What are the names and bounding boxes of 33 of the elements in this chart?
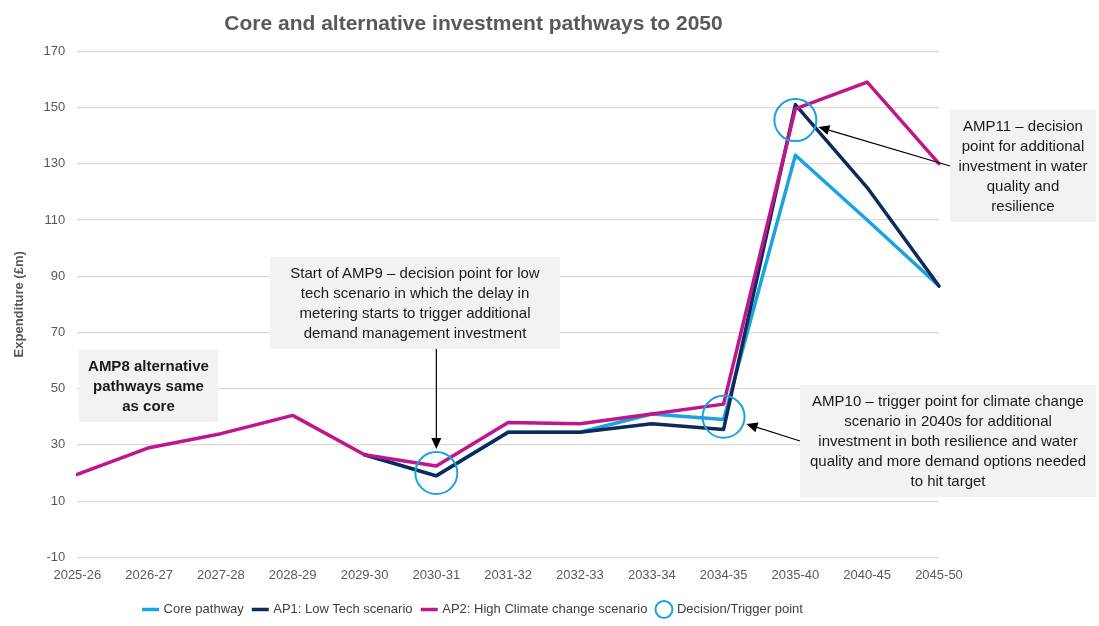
x-tick-label: 2025-26: [53, 566, 102, 582]
x-tick-label: 2032-33: [556, 566, 604, 582]
legend-label: Core pathway: [163, 601, 245, 617]
y-tick-label: 10: [50, 492, 66, 508]
y-tick-label: 70: [50, 324, 66, 339]
y-tick-label: 50: [50, 380, 66, 396]
y-tick-label: -10: [46, 548, 66, 564]
x-tick-label: 2033-34: [627, 566, 676, 582]
annotation: AMP8 alternative pathways same as core: [79, 350, 218, 422]
x-tick-label: 2045-50: [915, 566, 963, 582]
x-tick-label: 2026-27: [125, 566, 173, 582]
y-tick-label: 30: [50, 436, 66, 452]
x-tick-label: 2031-32: [484, 566, 532, 582]
x-tick-label: 2027-28: [197, 566, 245, 582]
legend-label: Decision/Trigger point: [676, 601, 804, 617]
y-tick-label: 130: [43, 155, 66, 171]
annotation: Start of AMP9 – decision point for low tech scenario in which the delay in metering starts to trigger additional demand management investment: [270, 257, 560, 349]
text: AMP11 – decision point for additional investment in water quality and resilience: [950, 110, 1096, 222]
annotation: AMP10 – trigger point for climate change scenario in 2040s for additional investment in both resilience and water quality and more demand options needed to hit target: [800, 385, 1096, 497]
x-tick-label: 2035-40: [771, 566, 820, 582]
y-tick-label: 110: [44, 211, 66, 227]
x-tick-label: 2030-31: [412, 566, 461, 582]
x-tick-label: 2040-45: [843, 566, 892, 582]
chart-title: Core and alternative investment pathways to 2050: [224, 11, 723, 35]
x-tick-label: 2034-35: [699, 566, 748, 582]
legend-label: AP2: High Climate change scenario: [442, 601, 648, 617]
legend-label: AP1: Low Tech scenario: [273, 601, 413, 617]
y-tick-label: 90: [50, 267, 66, 283]
y-axis-title: Expenditure (£m): [11, 251, 27, 358]
y-tick-label: 150: [43, 99, 66, 115]
y-tick-label: 170: [43, 42, 66, 58]
x-tick-label: 2029-30: [340, 566, 389, 582]
x-tick-label: 2028-29: [268, 566, 317, 582]
